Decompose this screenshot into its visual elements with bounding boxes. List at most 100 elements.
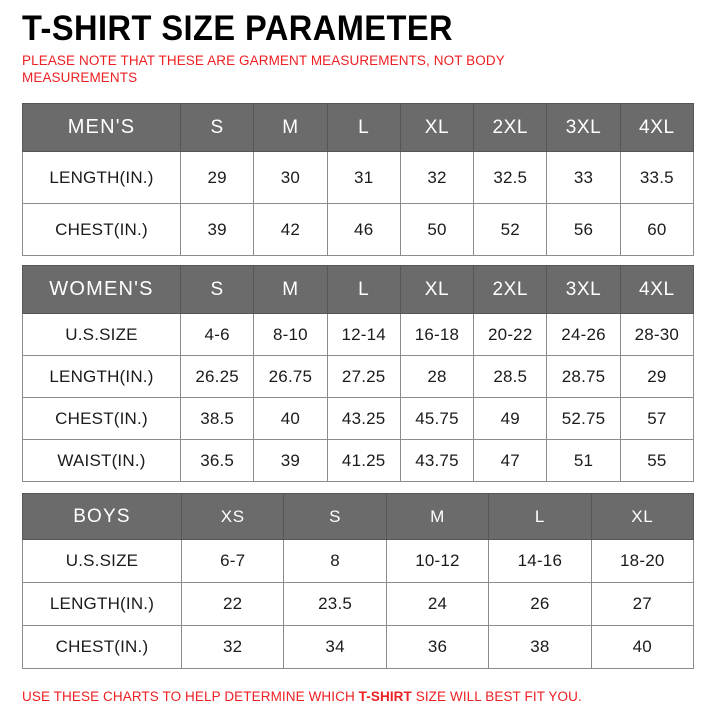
boys-cell-1-2: 24	[385, 582, 490, 626]
womens-cell-1-4: 28.5	[473, 355, 548, 398]
boys-cell-1-3: 26	[488, 582, 592, 626]
boys-cell-0-3: 14-16	[488, 539, 592, 583]
mens-col-header-0: S	[179, 103, 255, 152]
womens-cell-1-2: 27.25	[326, 355, 401, 398]
boys-col-header-4: XL	[590, 493, 695, 540]
womens-cell-2-6: 57	[619, 397, 695, 440]
boys-row-label-1: LENGTH(IN.)	[22, 582, 182, 626]
boys-cell-2-1: 34	[283, 625, 387, 669]
mens-col-header-2: L	[326, 103, 401, 152]
womens-cell-0-1: 8-10	[253, 313, 328, 356]
mens-cell-1-2: 46	[326, 203, 401, 256]
boys-col-header-3: L	[488, 493, 592, 540]
womens-cell-1-6: 29	[619, 355, 695, 398]
womens-cell-1-0: 26.25	[179, 355, 255, 398]
boys-cell-0-0: 6-7	[180, 539, 285, 583]
mens-table-body: LENGTH(IN.) 29 30 31 32 32.5 33 33.5 CHE…	[22, 151, 695, 256]
womens-cell-0-6: 28-30	[619, 313, 695, 356]
boys-col-header-0: XS	[180, 493, 285, 540]
table-row: LENGTH(IN.) 26.25 26.75 27.25 28 28.5 28…	[22, 355, 695, 398]
mens-cell-1-0: 39	[179, 203, 255, 256]
boys-cell-1-1: 23.5	[283, 582, 387, 626]
table-row: LENGTH(IN.) 29 30 31 32 32.5 33 33.5	[22, 151, 695, 204]
womens-col-header-4: 2XL	[473, 265, 548, 314]
womens-cell-2-2: 43.25	[326, 397, 401, 440]
womens-cell-3-5: 51	[546, 439, 621, 482]
boys-cell-0-1: 8	[283, 539, 387, 583]
mens-col-header-3: XL	[399, 103, 475, 152]
mens-cell-0-6: 33.5	[619, 151, 695, 204]
table-row: CHEST(IN.) 38.5 40 43.25 45.75 49 52.75 …	[22, 397, 695, 440]
mens-cell-0-5: 33	[546, 151, 621, 204]
table-row: U.S.SIZE 6-7 8 10-12 14-16 18-20	[22, 539, 695, 583]
womens-cell-0-5: 24-26	[546, 313, 621, 356]
boys-size-table: BOYS XS S M L XL U.S.SIZE 6-7 8 10-12 14…	[22, 493, 695, 669]
womens-cell-0-0: 4-6	[179, 313, 255, 356]
womens-cell-2-0: 38.5	[179, 397, 255, 440]
boys-col-header-2: M	[385, 493, 490, 540]
womens-col-header-5: 3XL	[546, 265, 621, 314]
womens-cell-2-5: 52.75	[546, 397, 621, 440]
mens-size-table: MEN'S S M L XL 2XL 3XL 4XL LENGTH(IN.) 2…	[22, 103, 695, 256]
boys-cell-2-3: 38	[488, 625, 592, 669]
table-header-row: MEN'S S M L XL 2XL 3XL 4XL	[22, 103, 695, 152]
womens-col-header-0: S	[179, 265, 255, 314]
mens-cell-0-4: 32.5	[473, 151, 548, 204]
womens-cell-3-3: 43.75	[399, 439, 475, 482]
womens-cell-1-5: 28.75	[546, 355, 621, 398]
boys-cell-1-4: 27	[590, 582, 695, 626]
mens-cell-1-3: 50	[399, 203, 475, 256]
womens-cell-0-4: 20-22	[473, 313, 548, 356]
womens-header-label: WOMEN'S	[22, 265, 181, 314]
table-row: CHEST(IN.) 32 34 36 38 40	[22, 625, 695, 669]
womens-cell-1-3: 28	[399, 355, 475, 398]
womens-cell-3-6: 55	[619, 439, 695, 482]
boys-cell-2-4: 40	[590, 625, 695, 669]
womens-table-head: WOMEN'S S M L XL 2XL 3XL 4XL	[22, 265, 695, 314]
mens-col-header-5: 3XL	[546, 103, 621, 152]
page-title: T-SHIRT SIZE PARAMETER	[22, 9, 453, 48]
mens-cell-0-1: 30	[253, 151, 328, 204]
womens-col-header-6: 4XL	[619, 265, 695, 314]
boys-row-label-0: U.S.SIZE	[22, 539, 182, 583]
boys-cell-2-2: 36	[385, 625, 490, 669]
boys-cell-2-0: 32	[180, 625, 285, 669]
womens-row-label-0: U.S.SIZE	[22, 313, 181, 356]
womens-col-header-3: XL	[399, 265, 475, 314]
womens-cell-3-4: 47	[473, 439, 548, 482]
boys-col-header-1: S	[283, 493, 387, 540]
womens-col-header-1: M	[253, 265, 328, 314]
womens-cell-0-2: 12-14	[326, 313, 401, 356]
mens-col-header-1: M	[253, 103, 328, 152]
womens-cell-3-1: 39	[253, 439, 328, 482]
womens-size-table: WOMEN'S S M L XL 2XL 3XL 4XL U.S.SIZE 4-…	[22, 265, 695, 482]
mens-col-header-4: 2XL	[473, 103, 548, 152]
table-row: CHEST(IN.) 39 42 46 50 52 56 60	[22, 203, 695, 256]
boys-cell-0-4: 18-20	[590, 539, 695, 583]
boys-cell-0-2: 10-12	[385, 539, 490, 583]
womens-cell-3-0: 36.5	[179, 439, 255, 482]
mens-cell-0-2: 31	[326, 151, 401, 204]
womens-row-label-3: WAIST(IN.)	[22, 439, 181, 482]
table-row: U.S.SIZE 4-6 8-10 12-14 16-18 20-22 24-2…	[22, 313, 695, 356]
mens-header-label: MEN'S	[22, 103, 181, 152]
table-header-row: BOYS XS S M L XL	[22, 493, 695, 540]
table-header-row: WOMEN'S S M L XL 2XL 3XL 4XL	[22, 265, 695, 314]
footer-text-after: SIZE WILL BEST FIT YOU.	[411, 689, 582, 704]
boys-row-label-2: CHEST(IN.)	[22, 625, 182, 669]
womens-row-label-2: CHEST(IN.)	[22, 397, 181, 440]
boys-table-head: BOYS XS S M L XL	[22, 493, 695, 540]
womens-cell-1-1: 26.75	[253, 355, 328, 398]
mens-cell-1-6: 60	[619, 203, 695, 256]
womens-cell-0-3: 16-18	[399, 313, 475, 356]
womens-table-body: U.S.SIZE 4-6 8-10 12-14 16-18 20-22 24-2…	[22, 313, 695, 482]
womens-cell-2-4: 49	[473, 397, 548, 440]
mens-cell-1-1: 42	[253, 203, 328, 256]
table-row: LENGTH(IN.) 22 23.5 24 26 27	[22, 582, 695, 626]
womens-col-header-2: L	[326, 265, 401, 314]
womens-cell-2-3: 45.75	[399, 397, 475, 440]
womens-row-label-1: LENGTH(IN.)	[22, 355, 181, 398]
mens-table-head: MEN'S S M L XL 2XL 3XL 4XL	[22, 103, 695, 152]
mens-row-label-0: LENGTH(IN.)	[22, 151, 181, 204]
